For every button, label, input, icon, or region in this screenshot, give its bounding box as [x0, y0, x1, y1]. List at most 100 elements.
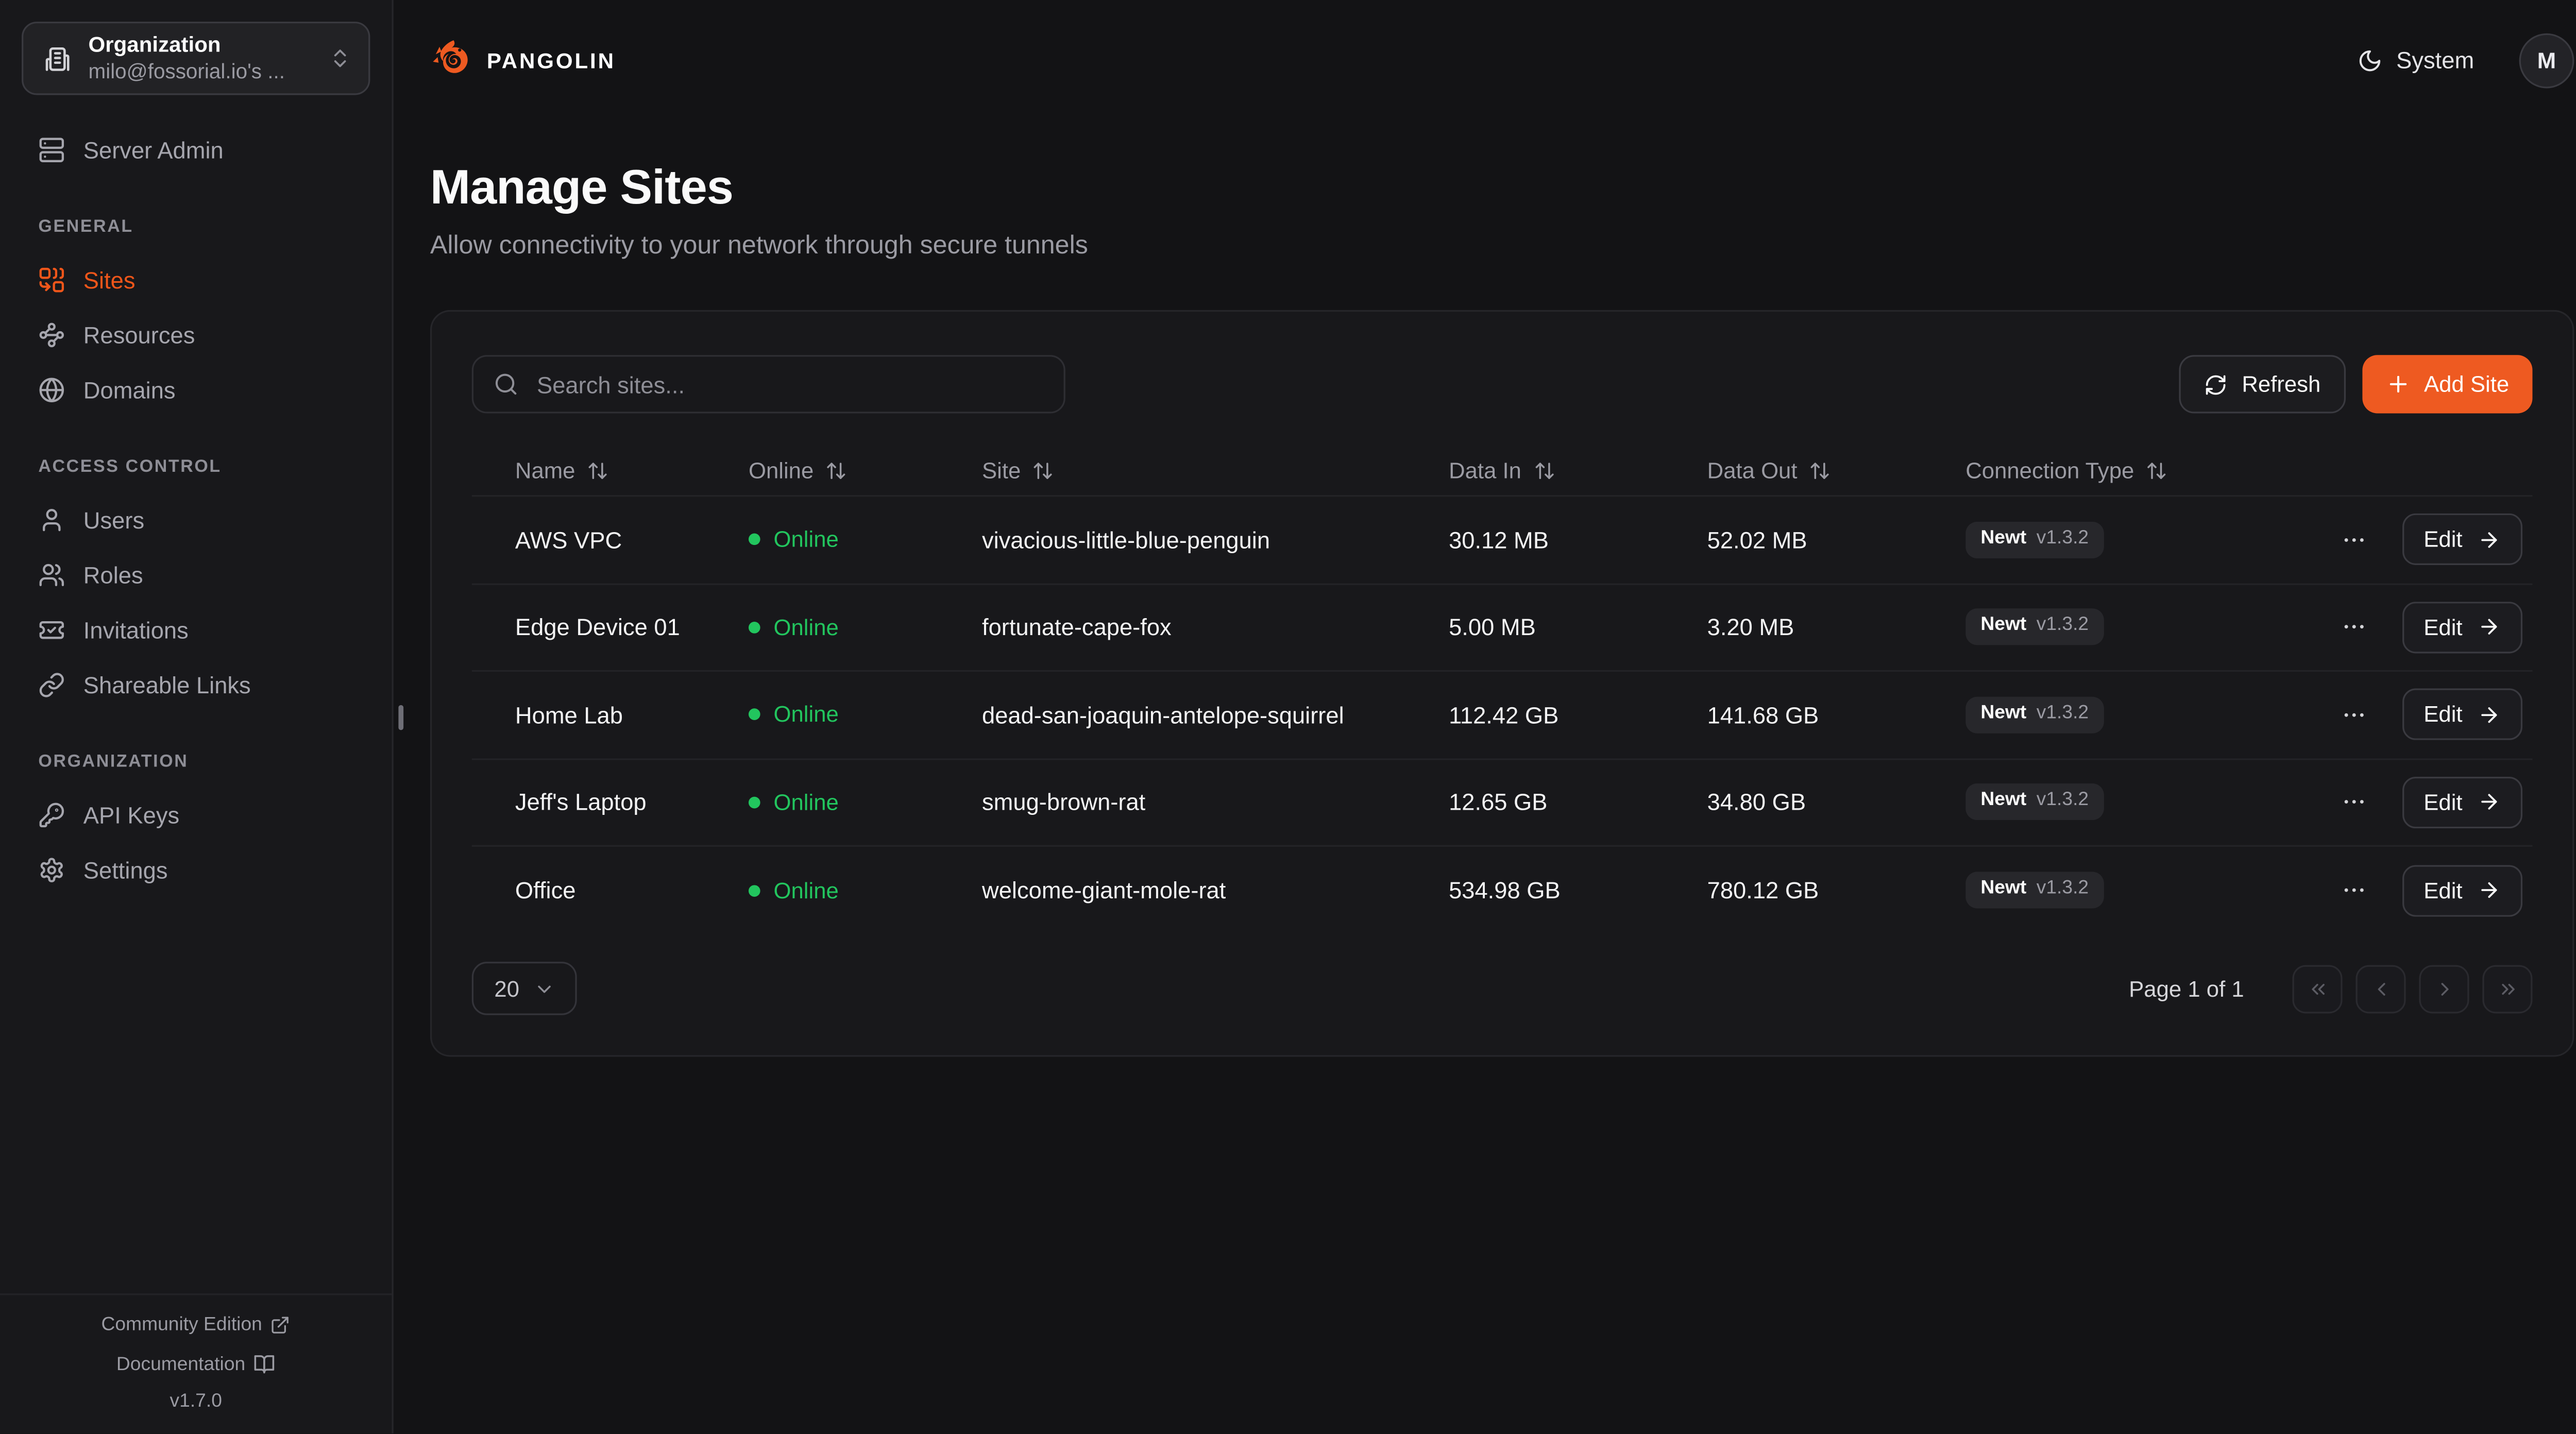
- column-label: Data In: [1449, 458, 1521, 484]
- sidebar-item-users[interactable]: Users: [22, 492, 370, 547]
- online-status: Online: [748, 790, 955, 815]
- search-box: [471, 355, 1065, 414]
- pager-buttons: [2292, 964, 2533, 1013]
- sidebar-item-shareable-links[interactable]: Shareable Links: [22, 657, 370, 712]
- cell-data-in: 5.00 MB: [1449, 613, 1536, 641]
- cell-data-out: 3.20 MB: [1707, 613, 1794, 641]
- column-label: Name: [515, 458, 575, 484]
- sort-icon: [1809, 460, 1831, 482]
- sidebar-item-roles[interactable]: Roles: [22, 547, 370, 602]
- theme-toggle[interactable]: System: [2348, 45, 2484, 75]
- connection-type-badge: Newt v1.3.2: [1965, 521, 2104, 558]
- previous-page-button[interactable]: [2355, 964, 2406, 1013]
- sidebar-resize-handle[interactable]: [398, 705, 404, 730]
- table-row: Home Lab Online dead-san-joaquin-antelop…: [471, 672, 2533, 759]
- cell-name: AWS VPC: [515, 526, 622, 553]
- refresh-label: Refresh: [2242, 371, 2321, 397]
- ellipsis-icon: [2340, 877, 2367, 904]
- ticket-check-icon: [38, 616, 65, 643]
- brand: PANGOLIN: [430, 38, 616, 82]
- sidebar-section: ACCESS CONTROL Users Roles Invitations S…: [22, 457, 370, 712]
- topbar-right: System M: [2348, 32, 2574, 88]
- edit-button[interactable]: Edit: [2402, 864, 2523, 916]
- building-icon: [43, 44, 72, 73]
- refresh-button[interactable]: Refresh: [2178, 355, 2346, 414]
- sidebar-item-label: Sites: [83, 266, 135, 293]
- column-header-name[interactable]: Name: [472, 458, 722, 484]
- cell-site: welcome-giant-mole-rat: [982, 877, 1226, 904]
- theme-label: System: [2396, 46, 2475, 74]
- page-size-select[interactable]: 20: [471, 962, 577, 1015]
- sidebar-item-api-keys[interactable]: API Keys: [22, 787, 370, 842]
- sidebar-item-domains[interactable]: Domains: [22, 362, 370, 417]
- online-status: Online: [748, 614, 955, 640]
- column-header-data-in[interactable]: Data In: [1422, 458, 1681, 484]
- online-status: Online: [748, 702, 955, 727]
- sidebar-sections: GENERAL Sites Resources Domains ACCESS C…: [22, 217, 370, 897]
- sort-icon: [2146, 460, 2167, 482]
- cell-data-out: 780.12 GB: [1707, 877, 1819, 904]
- search-input[interactable]: [533, 369, 1044, 400]
- table-row: Edge Device 01 Online fortunate-cape-fox…: [471, 584, 2533, 672]
- chevrons-up-down-icon: [328, 47, 351, 70]
- row-menu-button[interactable]: [2337, 523, 2370, 556]
- table-header-row: Name Online Site Data In Data Out Connec…: [471, 447, 2533, 497]
- community-edition-link[interactable]: Community Edition: [91, 1313, 300, 1337]
- connection-type-badge: Newt v1.3.2: [1965, 609, 2104, 645]
- cell-data-out: 34.80 GB: [1707, 789, 1806, 816]
- sidebar-section: GENERAL Sites Resources Domains: [22, 217, 370, 417]
- edit-button[interactable]: Edit: [2402, 776, 2523, 828]
- key-icon: [38, 801, 65, 828]
- connection-type-badge: Newt v1.3.2: [1965, 784, 2104, 821]
- pangolin-logo-icon: [430, 38, 475, 82]
- community-edition-label: Community Edition: [101, 1315, 262, 1336]
- sidebar-item-sites[interactable]: Sites: [22, 252, 370, 307]
- first-page-button[interactable]: [2292, 964, 2343, 1013]
- external-link-icon: [270, 1315, 291, 1335]
- next-page-button[interactable]: [2419, 964, 2469, 1013]
- chevrons-left-icon: [2307, 978, 2328, 999]
- refresh-icon: [2204, 372, 2227, 396]
- sort-icon: [1533, 460, 1555, 482]
- row-menu-button[interactable]: [2337, 610, 2370, 644]
- documentation-label: Documentation: [116, 1354, 246, 1375]
- row-menu-button[interactable]: [2337, 698, 2370, 731]
- row-menu-button[interactable]: [2337, 874, 2370, 907]
- ellipsis-icon: [2340, 702, 2367, 728]
- org-selector[interactable]: Organization milo@fossorial.io's ...: [22, 22, 370, 95]
- online-dot-icon: [748, 796, 760, 808]
- column-header-data-out[interactable]: Data Out: [1681, 458, 1939, 483]
- add-site-button[interactable]: Add Site: [2362, 355, 2533, 414]
- cell-data-in: 30.12 MB: [1449, 526, 1549, 553]
- cell-data-in: 112.42 GB: [1449, 701, 1559, 728]
- online-dot-icon: [748, 884, 760, 897]
- edit-button[interactable]: Edit: [2402, 601, 2523, 653]
- sidebar-item-label: Users: [83, 506, 145, 533]
- documentation-link[interactable]: Documentation: [106, 1352, 285, 1377]
- sidebar-item-resources[interactable]: Resources: [22, 306, 370, 362]
- cell-site: dead-san-joaquin-antelope-squirrel: [982, 701, 1344, 728]
- table-row: AWS VPC Online vivacious-little-blue-pen…: [471, 497, 2533, 585]
- pager: Page 1 of 1: [2129, 964, 2533, 1013]
- column-header-online[interactable]: Online: [722, 458, 955, 483]
- connection-type-badge: Newt v1.3.2: [1965, 872, 2104, 909]
- sidebar-nav: Server Admin GENERAL Sites Resources Dom…: [0, 95, 392, 1293]
- last-page-button[interactable]: [2482, 964, 2533, 1013]
- arrow-right-icon: [2478, 879, 2501, 902]
- sort-icon: [825, 460, 847, 482]
- column-header-site[interactable]: Site: [955, 458, 1422, 483]
- gear-icon: [38, 856, 65, 883]
- edit-button[interactable]: Edit: [2402, 514, 2523, 566]
- column-header-connection-type[interactable]: Connection Type: [1939, 458, 2322, 483]
- edit-button[interactable]: Edit: [2402, 689, 2523, 741]
- row-menu-button[interactable]: [2337, 786, 2370, 819]
- sidebar-item-server-admin[interactable]: Server Admin: [22, 122, 370, 177]
- arrow-right-icon: [2478, 703, 2501, 726]
- page-size-value: 20: [494, 976, 520, 1001]
- avatar[interactable]: M: [2519, 32, 2574, 88]
- book-open-icon: [253, 1354, 275, 1375]
- sidebar-item-invitations[interactable]: Invitations: [22, 602, 370, 657]
- sidebar-item-settings[interactable]: Settings: [22, 842, 370, 897]
- ellipsis-icon: [2340, 614, 2367, 641]
